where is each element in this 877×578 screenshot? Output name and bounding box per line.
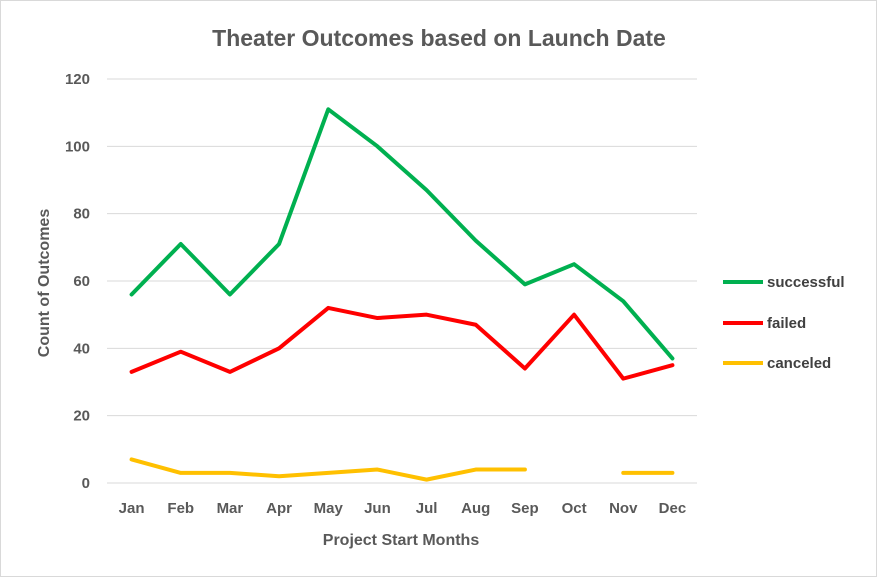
series-line-failed: [132, 308, 673, 379]
series-lines: [132, 109, 673, 479]
x-tick-label: Oct: [562, 500, 587, 517]
x-tick-label: Jun: [364, 500, 391, 517]
x-tick-label: Apr: [266, 500, 292, 517]
x-tick-labels: Jan Feb Mar Apr May Jun Jul Aug Sep Oct Nov Dec: [119, 500, 687, 517]
series-line-canceled: [132, 459, 525, 479]
x-axis-label: Project Start Months: [323, 532, 480, 549]
legend-label-failed: failed: [767, 315, 806, 332]
x-tick-label: Nov: [609, 500, 638, 517]
y-tick-label: 0: [82, 475, 90, 492]
x-tick-label: Dec: [659, 500, 687, 517]
chart-title: Theater Outcomes based on Launch Date: [212, 25, 666, 51]
x-tick-label: Aug: [461, 500, 490, 517]
x-tick-label: Sep: [511, 500, 539, 517]
y-tick-label: 100: [65, 138, 90, 155]
y-tick-label: 60: [73, 273, 90, 290]
series-canceled: [132, 459, 673, 479]
y-tick-label: 120: [65, 71, 90, 88]
x-tick-label: Jul: [416, 500, 438, 517]
x-tick-label: Mar: [217, 500, 244, 517]
y-axis-label: Count of Outcomes: [36, 209, 53, 358]
gridlines: [107, 79, 697, 483]
y-tick-label: 20: [73, 408, 90, 425]
series-failed: [132, 308, 673, 379]
legend-label-canceled: canceled: [767, 355, 831, 372]
legend: successful failed canceled: [723, 274, 845, 372]
x-tick-label: May: [314, 500, 344, 517]
y-tick-labels: 0 20 40 60 80 100 120: [65, 71, 90, 492]
legend-label-successful: successful: [767, 274, 845, 291]
y-tick-label: 40: [73, 340, 90, 357]
x-tick-label: Feb: [167, 500, 194, 517]
y-tick-label: 80: [73, 206, 90, 223]
x-tick-label: Jan: [119, 500, 145, 517]
